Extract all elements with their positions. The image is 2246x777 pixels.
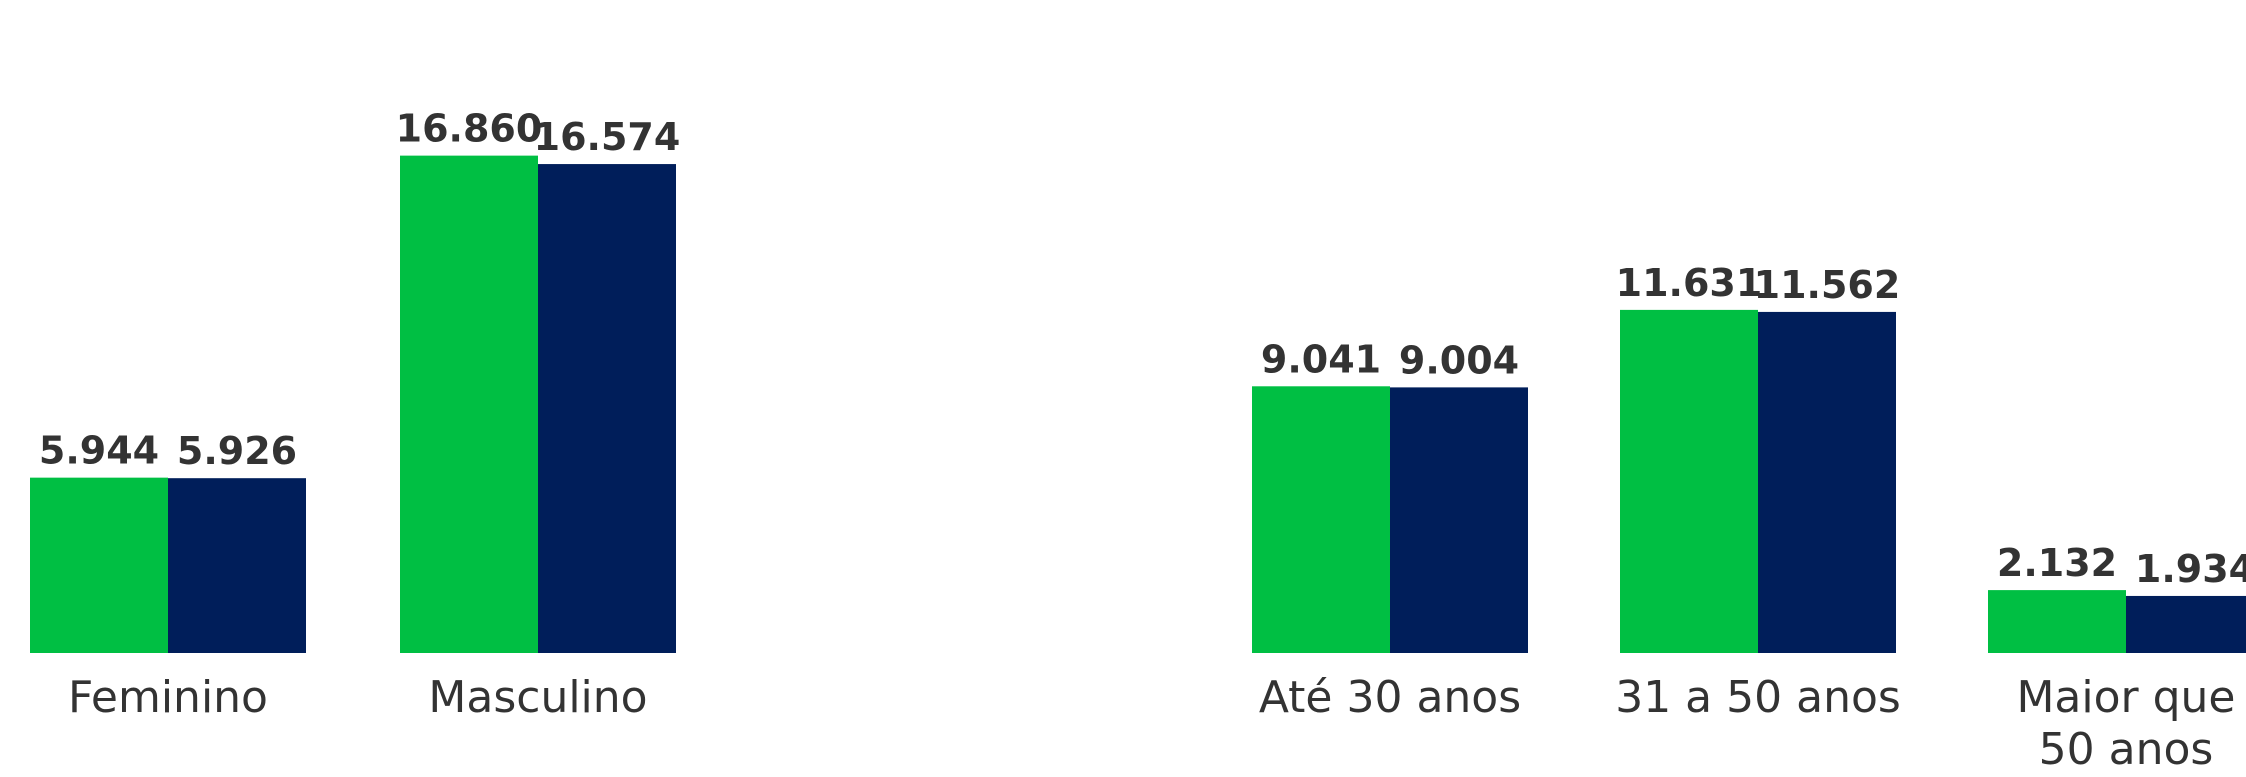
bar-series-1-até-30-anos [1252,386,1390,653]
data-label: 5.926 [177,429,297,473]
data-label: 5.944 [39,429,159,473]
category-label: Maior que 50 anos [2016,672,2235,773]
data-label: 11.631 [1616,261,1763,305]
data-label: 2.132 [1997,541,2117,585]
bar-series-2-feminino [168,478,306,653]
data-label: 1.934 [2135,547,2246,591]
data-label: 16.860 [396,107,543,151]
bar-series-1-feminino [30,477,168,653]
data-label: 9.041 [1261,337,1381,381]
bar-series-2-31-a-50-anos [1758,311,1896,653]
data-label: 11.562 [1754,263,1901,307]
bar-series-1-masculino [400,155,538,653]
category-label: 31 a 50 anos [1615,672,1901,723]
category-label: Feminino [68,672,268,723]
category-label-line: 50 anos [2039,724,2214,773]
bar-series-2-maior-que-50-anos [2126,595,2246,653]
data-label: 9.004 [1399,338,1519,382]
category-label-line: Maior que [2016,672,2235,723]
bar-series-2-masculino [538,164,676,653]
bar-series-1-maior-que-50-anos [1988,590,2126,653]
data-label: 16.574 [534,115,681,159]
category-label: Masculino [428,672,647,723]
bar-series-2-até-30-anos [1390,387,1528,653]
bar-series-1-31-a-50-anos [1620,309,1758,653]
category-label: Até 30 anos [1259,672,1521,723]
